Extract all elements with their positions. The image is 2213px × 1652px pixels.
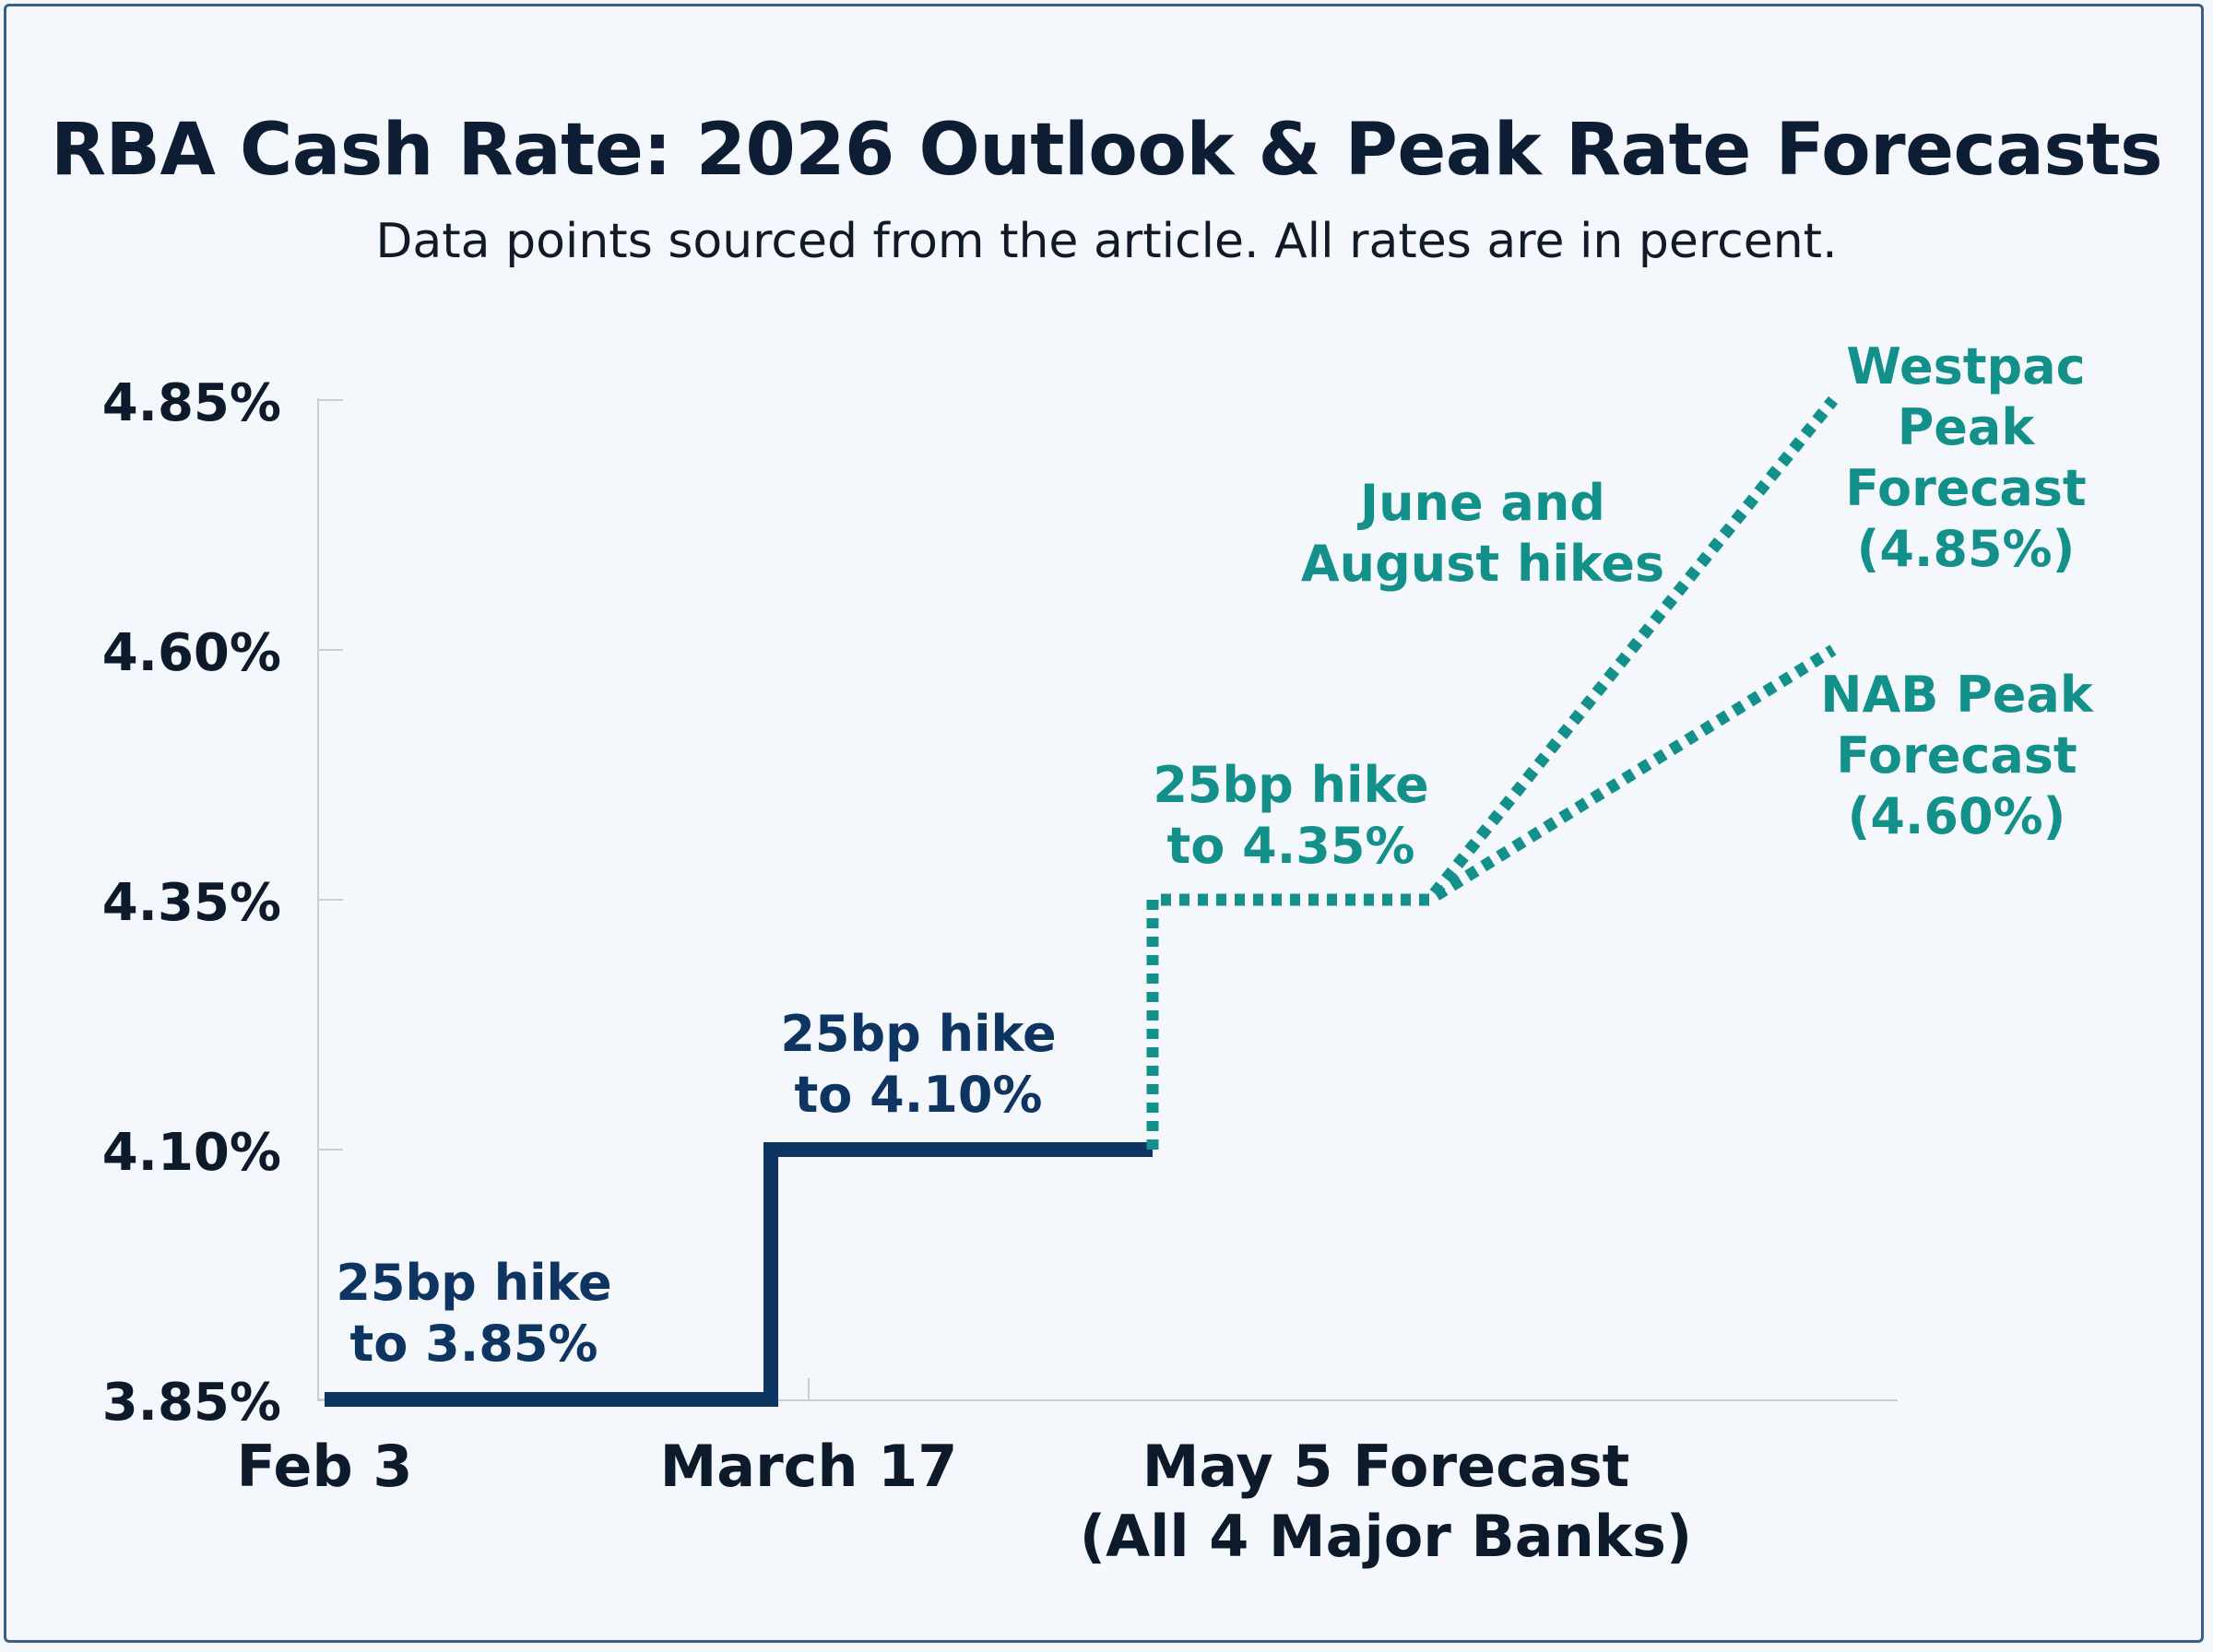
annotation-label: NAB Peak xyxy=(1820,666,2094,724)
annotation-label: to 4.10% xyxy=(794,1066,1042,1124)
x-tick-label: March 17 xyxy=(660,1433,958,1500)
y-tick-label: 4.35% xyxy=(102,873,281,933)
y-tick-label: 4.85% xyxy=(102,373,281,433)
x-tick-label: Feb 3 xyxy=(237,1433,413,1500)
annotation-label: to 3.85% xyxy=(349,1315,598,1373)
chart-subtitle: Data points sourced from the article. Al… xyxy=(375,214,1838,269)
series-line-actual xyxy=(325,1142,1153,1407)
annotation-label: (4.85%) xyxy=(1857,520,2076,578)
y-tick-label: 4.60% xyxy=(102,623,281,683)
chart-labels: 4.85% 4.60% 4.35% 4.10% 3.85%Feb 3 March 17 Ma… xyxy=(102,337,2094,1570)
annotation-label: 25bp hike xyxy=(1153,756,1428,814)
chart-frame xyxy=(4,4,2204,1643)
annotation-label: to 4.35% xyxy=(1166,817,1414,875)
x-tick-label: May 5 Forecast xyxy=(1142,1433,1630,1500)
chart-marks xyxy=(325,395,1839,1407)
annotation-label: Westpac xyxy=(1846,337,2085,395)
y-tick-label: 4.10% xyxy=(102,1123,281,1183)
annotation-label: August hikes xyxy=(1301,535,1664,593)
annotation-label: Forecast xyxy=(1836,726,2077,785)
annotation-label: Peak xyxy=(1898,398,2036,456)
annotation-label: 25bp hike xyxy=(336,1254,611,1312)
annotation-label: 25bp hike xyxy=(780,1005,1056,1063)
chart-title: RBA Cash Rate: 2026 Outlook & Peak Rate … xyxy=(50,109,2163,192)
y-tick-label: 3.85% xyxy=(102,1373,281,1433)
series-line-nab-forecast xyxy=(1146,644,1837,1150)
x-tick-label: (All 4 Major Banks) xyxy=(1080,1503,1692,1570)
annotation-label: (4.60%) xyxy=(1848,787,2066,845)
annotation-label: June and xyxy=(1356,474,1605,532)
annotation-label: Forecast xyxy=(1845,459,2086,517)
